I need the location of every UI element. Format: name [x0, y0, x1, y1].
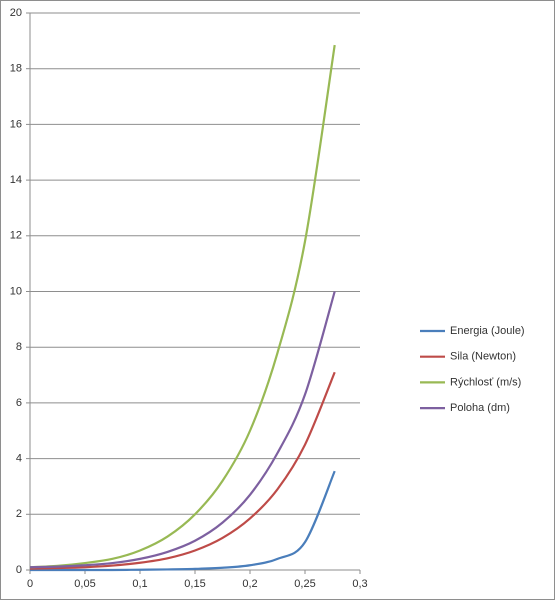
legend-label: Poloha (dm): [450, 402, 510, 414]
series-line: [29, 291, 336, 569]
x-tick-label: 0,1: [132, 578, 147, 590]
y-tick-label: 2: [16, 508, 22, 520]
y-tick-label: 12: [10, 230, 22, 242]
x-tick-label: 0,2: [242, 578, 257, 590]
series-line: [30, 470, 336, 572]
series-line: [29, 371, 336, 570]
y-tick-label: 4: [16, 453, 22, 465]
y-tick-label: 8: [16, 341, 22, 353]
x-tick-label: 0,05: [74, 578, 95, 590]
x-tick-label: 0,3: [352, 578, 367, 590]
legend-label: Rýchlosť (m/s): [450, 376, 521, 388]
y-tick-label: 10: [10, 285, 22, 297]
y-tick-label: 6: [16, 397, 22, 409]
x-tick-label: 0: [27, 578, 33, 590]
x-tick-label: 0,25: [294, 578, 315, 590]
y-tick-label: 14: [10, 174, 22, 186]
legend-label: Energia (Joule): [450, 325, 525, 337]
y-tick-label: 18: [10, 63, 22, 75]
y-tick-label: 0: [16, 564, 22, 576]
x-tick-label: 0,15: [184, 578, 205, 590]
series-line: [29, 44, 336, 569]
y-tick-label: 16: [10, 118, 22, 130]
y-tick-label: 20: [10, 7, 22, 19]
legend-label: Sila (Newton): [450, 351, 516, 363]
